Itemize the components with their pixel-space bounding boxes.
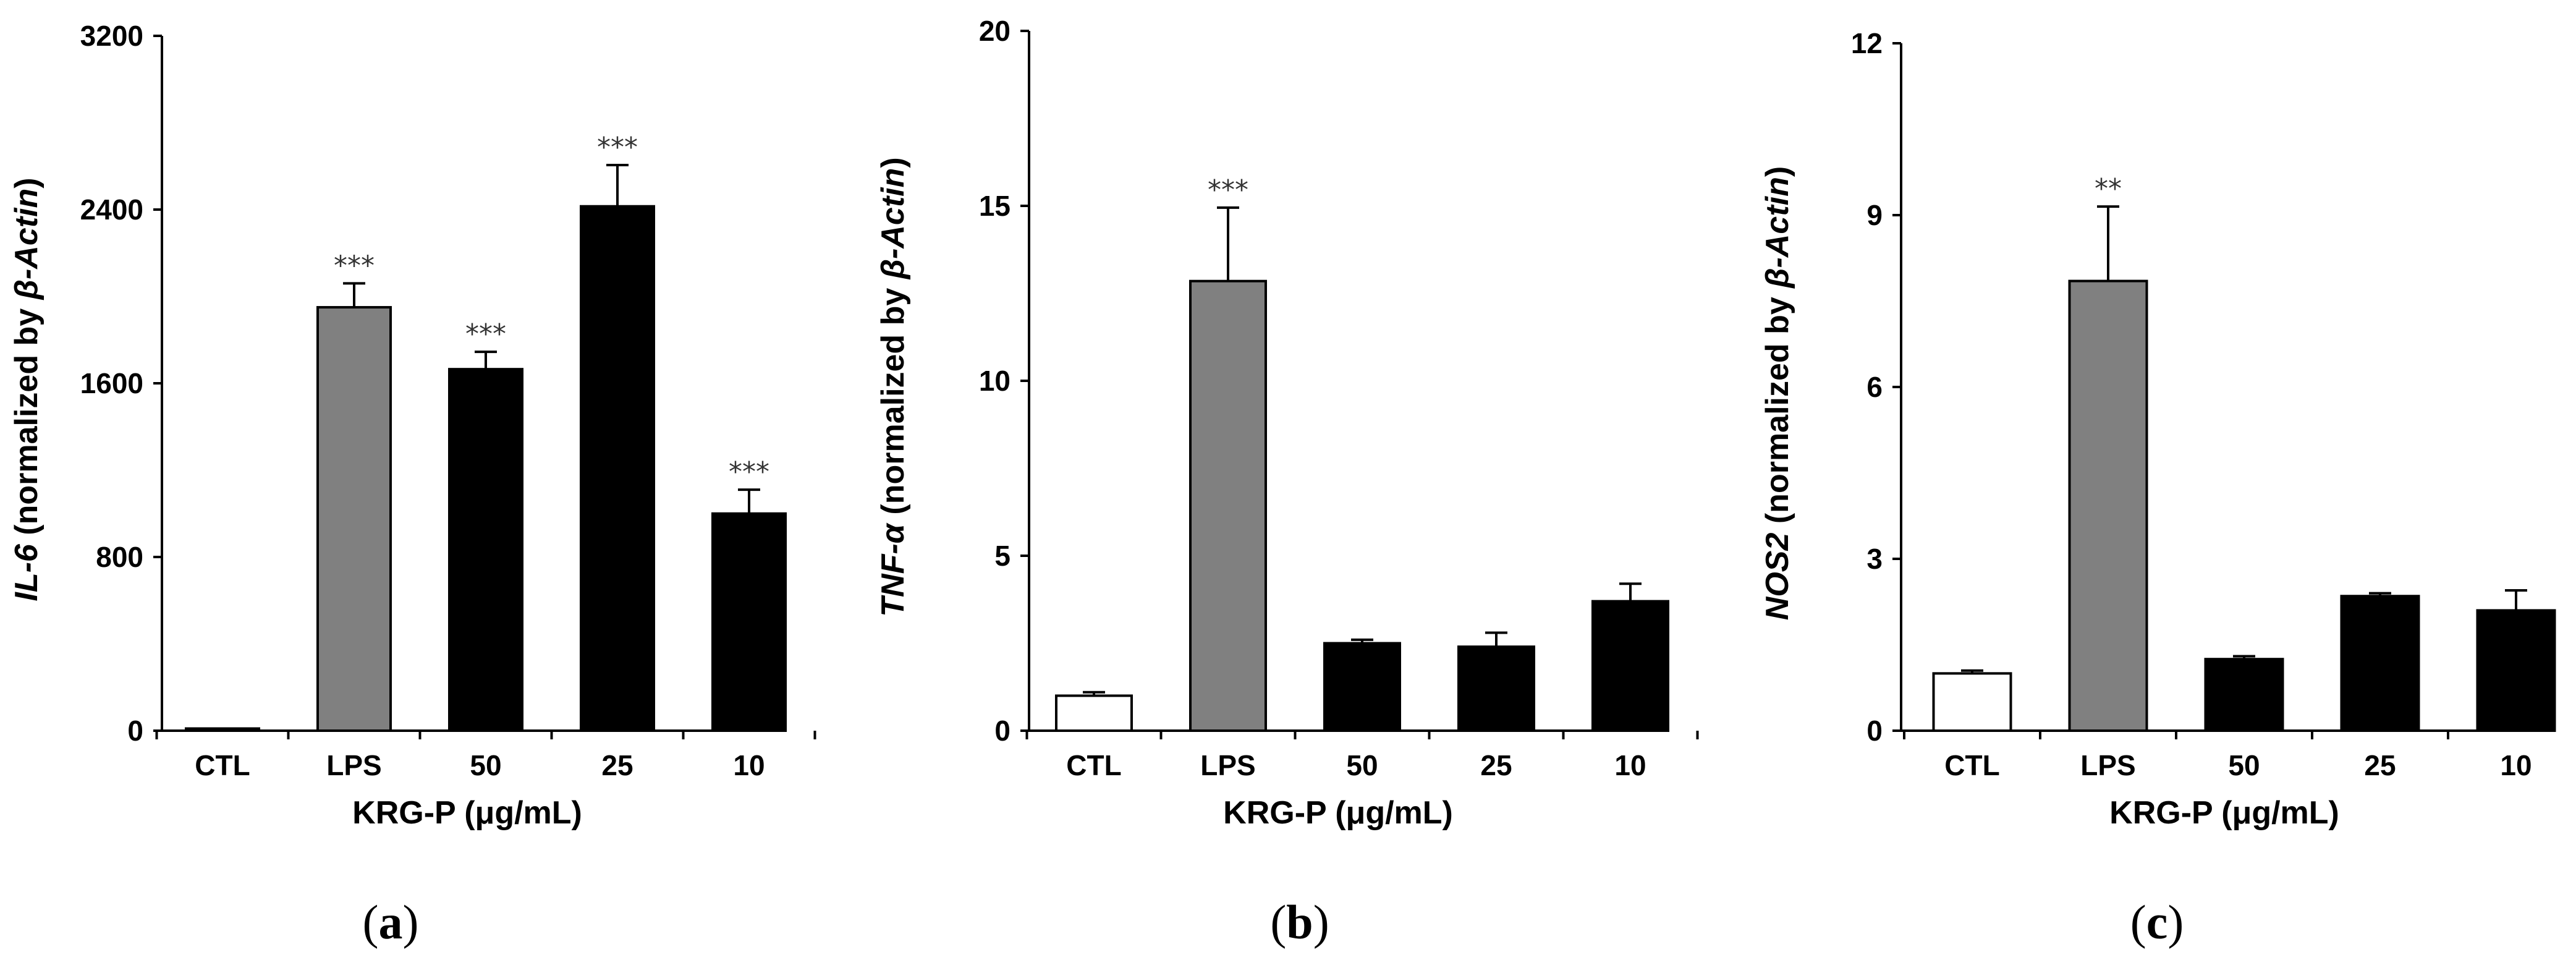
y-label-close-a: ) (9, 177, 44, 188)
significance-marker-a: *** (334, 250, 375, 281)
significance-marker-a: *** (729, 456, 769, 488)
y-label-ref-c: β-Actin (1760, 177, 1795, 289)
y-label-ref-a: β-Actin (9, 189, 44, 301)
x-category-label-b: CTL (1066, 749, 1121, 781)
y-tick-label-a: 3200 (80, 20, 143, 52)
chart-panel-b: 0 5 10 15 20 CTL *** LPS 50 25 10 KRG-P (μg/mL) TN… (875, 15, 1699, 949)
bar-c-10 (2476, 609, 2556, 733)
bar-b-25 (1457, 645, 1535, 733)
y-tick-label-b: 10 (979, 365, 1010, 397)
bar-a-LPS (316, 306, 392, 732)
x-category-label-a: CTL (195, 749, 250, 781)
y-tick-label-a: 800 (96, 541, 143, 573)
y-label-text-b: (normalized by (875, 279, 911, 524)
x-category-label-b: 25 (1480, 749, 1512, 781)
y-label-gene-a: IL-6 (9, 543, 44, 602)
bar-c-25 (2340, 595, 2420, 732)
plot-area-b: 0 5 10 15 20 CTL *** LPS 50 25 10 (979, 15, 1699, 781)
y-tick-label-a: 2400 (80, 193, 143, 226)
x-category-label-c: LPS (2080, 749, 2135, 781)
significance-marker-c: ** (2095, 173, 2122, 205)
bar-b-LPS (1189, 279, 1267, 732)
x-category-label-b: 50 (1346, 749, 1378, 781)
x-category-label-c: 25 (2364, 749, 2396, 781)
y-tick-label-b: 5 (994, 540, 1010, 572)
plot-area-c: 0 3 6 9 12 CTL ** LPS 50 25 10 (1851, 27, 2556, 781)
y-tick-label-a: 1600 (80, 367, 143, 399)
x-category-label-a: 50 (470, 749, 501, 781)
significance-marker-b: *** (1208, 174, 1248, 206)
chart-panel-c: 0 3 6 9 12 CTL ** LPS 50 25 10 KRG-P (μg/mL) NOS2 … (1760, 27, 2556, 949)
plot-area-a: 0 800 1600 2400 3200 CTL *** LPS *** 50 *** 25 *** 10 (80, 20, 816, 781)
x-category-label-c: CTL (1944, 749, 1999, 781)
bar-c-CTL (1932, 672, 2012, 733)
panel-label-c: (c) (2130, 895, 2184, 949)
bar-b-10 (1591, 600, 1669, 733)
x-axis-label-a: KRG-P (μg/mL) (352, 795, 582, 831)
chart-panel-a: 0 800 1600 2400 3200 CTL *** LPS *** 50 *** 25 *** 10… (9, 20, 816, 949)
y-label-close-b: ) (875, 157, 911, 168)
x-axis-label-c: KRG-P (μg/mL) (2109, 795, 2339, 831)
y-label-close-c: ) (1760, 166, 1795, 177)
y-axis-label-a: IL-6 (normalized by β-Actin) (9, 177, 44, 601)
y-label-gene-c: NOS2 (1760, 533, 1795, 621)
x-category-label-a: 25 (601, 749, 633, 781)
x-category-label-a: 10 (733, 749, 765, 781)
x-category-label-b: LPS (1200, 749, 1255, 781)
bar-a-25 (580, 205, 655, 732)
y-label-text-c: (normalized by (1760, 288, 1795, 533)
x-category-label-c: 50 (2228, 749, 2260, 781)
x-category-label-c: 10 (2500, 749, 2532, 781)
panel-label-b: (b) (1270, 895, 1329, 949)
x-category-label-b: 10 (1614, 749, 1646, 781)
y-tick-label-b: 15 (979, 190, 1010, 222)
y-tick-label-a: 0 (127, 715, 143, 747)
bar-a-10 (711, 512, 787, 732)
y-label-gene-b: TNF-α (875, 522, 911, 616)
y-axis-label-b: TNF-α (normalized by β-Actin) (875, 157, 911, 616)
y-tick-label-c: 0 (1866, 715, 1883, 747)
bar-b-50 (1323, 642, 1401, 732)
significance-marker-a: *** (597, 132, 638, 163)
bar-c-LPS (2068, 279, 2148, 733)
x-axis-label-b: KRG-P (μg/mL) (1223, 795, 1453, 831)
x-category-label-a: LPS (326, 749, 381, 781)
y-axis-label-c: NOS2 (normalized by β-Actin) (1760, 166, 1795, 620)
y-tick-label-b: 20 (979, 15, 1010, 47)
y-tick-label-b: 0 (994, 715, 1010, 747)
y-tick-label-c: 9 (1866, 199, 1883, 231)
panel-letter-c: c (2146, 895, 2168, 949)
significance-marker-a: *** (465, 318, 506, 350)
bar-c-50 (2204, 658, 2284, 732)
panel-letter-b: b (1286, 895, 1313, 949)
y-label-text-a: (normalized by (9, 299, 44, 544)
panel-label-a: (a) (363, 895, 419, 949)
y-tick-label-c: 6 (1866, 371, 1883, 403)
y-tick-label-c: 12 (1851, 27, 1883, 59)
bar-a-50 (448, 368, 523, 732)
y-tick-label-c: 3 (1866, 543, 1883, 575)
y-label-ref-b: β-Actin (875, 168, 911, 281)
bar-a-CTL (185, 727, 260, 733)
panel-letter-a: a (379, 895, 403, 949)
bar-b-CTL (1055, 694, 1133, 733)
